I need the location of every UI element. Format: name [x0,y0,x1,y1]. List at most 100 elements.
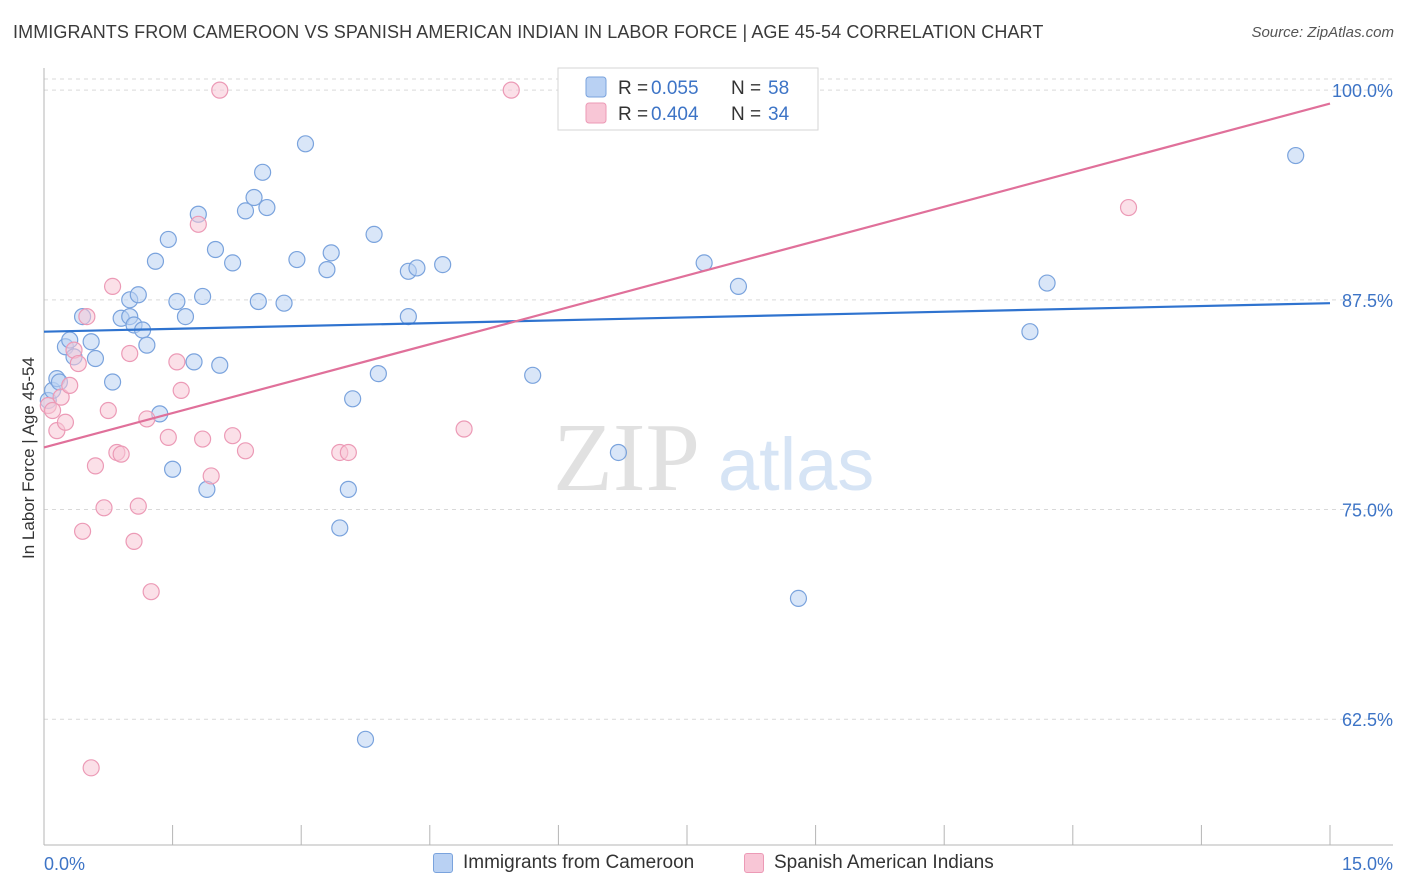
point-cameroon [194,287,212,306]
point-cameroon [258,198,276,217]
point-cameroon [211,356,229,374]
y-tick-labels: 62.5% 75.0% 87.5% 100.0% [1332,81,1393,730]
point-cameroon [365,225,383,243]
point-spanish-american-indians [142,583,160,601]
point-cameroon [331,519,349,537]
point-cameroon [1021,323,1039,341]
point-spanish-american-indians [56,413,75,431]
point-spanish-american-indians [125,532,143,550]
point-spanish-american-indians [95,499,113,517]
point-cameroon [206,240,225,259]
point-spanish-american-indians [112,445,130,463]
chart-title: IMMIGRANTS FROM CAMEROON VS SPANISH AMER… [13,22,1044,42]
point-spanish-american-indians [194,430,212,448]
point-cameroon [369,365,387,383]
bottom-legend-label-spanish-american-indians: Spanish American Indians [774,852,994,873]
point-spanish-american-indians [211,81,229,99]
point-cameroon [296,135,315,153]
point-cameroon [408,259,426,277]
point-spanish-american-indians [236,442,255,460]
point-cameroon [224,254,242,272]
point-cameroon [434,255,452,274]
point-spanish-american-indians [78,307,96,326]
legend-r-label-spanish-american-indians: R = [618,104,653,125]
grid-lines [44,78,1394,720]
trend-lines [43,102,1331,449]
legend-r-label-cameroon: R = [618,78,653,99]
point-spanish-american-indians [455,420,473,438]
point-spanish-american-indians [129,497,147,515]
point-spanish-american-indians [86,457,105,475]
legend-r-value-spanish-american-indians: 0.404 [651,104,699,125]
point-spanish-american-indians [168,353,186,371]
point-cameroon [288,250,306,269]
point-spanish-american-indians [61,376,79,394]
point-cameroon [318,261,336,279]
point-spanish-american-indians [502,81,520,99]
x-tick-label: 15.0% [1342,854,1393,874]
point-cameroon [729,277,748,295]
scatter-points [39,81,1305,777]
point-cameroon [399,307,417,326]
point-spanish-american-indians [99,401,117,420]
y-tick-label: 87.5% [1342,291,1393,311]
bottom-legend-swatch-cameroon [433,853,453,873]
legend-n-value-cameroon: 58 [768,78,789,99]
point-spanish-american-indians [69,354,87,373]
bottom-legend: Immigrants from Cameroon Spanish America… [0,852,1406,878]
x-tick-labels: 0.0% 15.0% [44,854,1393,874]
point-cameroon [168,292,186,311]
y-axis-title: In Labor Force | Age 45-54 [19,357,38,559]
point-spanish-american-indians [172,381,190,400]
watermark-atlas: atlas [718,423,874,506]
point-spanish-american-indians [189,215,207,233]
point-cameroon [138,336,156,354]
trend-line-spanish-american-indians [43,102,1331,449]
point-cameroon [176,307,195,326]
point-spanish-american-indians [73,522,92,540]
bottom-legend-item-spanish-american-indians: Spanish American Indians [744,852,994,874]
legend-swatch-spanish-american-indians [585,102,607,124]
bottom-legend-label-cameroon: Immigrants from Cameroon [463,852,695,873]
point-cameroon [275,294,293,312]
point-spanish-american-indians [121,344,139,363]
point-cameroon [344,390,362,408]
point-spanish-american-indians [224,427,242,445]
watermark-zip: ZIP [553,404,700,512]
trend-line-cameroon [43,302,1331,333]
legend-n-value-spanish-american-indians: 34 [768,104,790,125]
point-cameroon [82,333,100,351]
point-cameroon [185,353,203,371]
point-cameroon [339,480,357,498]
point-spanish-american-indians [339,443,357,462]
x-tick-label: 0.0% [44,854,85,874]
point-spanish-american-indians [1119,198,1138,217]
source-label: Source: ZipAtlas.com [1251,24,1394,41]
top-legend: R = 0.055 N = 58 R = 0.404 N = 34 [557,67,819,131]
bottom-legend-swatch-spanish-american-indians [744,853,764,873]
legend-swatch-cameroon [585,76,607,98]
point-spanish-american-indians [82,759,100,777]
point-cameroon [245,188,263,207]
y-tick-label: 62.5% [1342,710,1393,730]
point-cameroon [524,366,542,384]
point-cameroon [254,163,272,181]
point-cameroon [86,349,105,368]
y-tick-label: 75.0% [1342,501,1393,521]
point-cameroon [103,373,122,391]
y-tick-label: 100.0% [1332,81,1393,101]
point-spanish-american-indians [202,467,220,485]
point-cameroon [609,443,628,462]
point-spanish-american-indians [103,277,122,295]
bottom-legend-item-cameroon: Immigrants from Cameroon [433,852,694,874]
legend-n-label-cameroon: N = [731,78,766,99]
legend-n-label-spanish-american-indians: N = [731,104,766,125]
point-cameroon [146,252,165,270]
point-cameroon [164,460,182,478]
point-spanish-american-indians [52,388,70,406]
point-cameroon [236,202,255,220]
point-cameroon [789,589,808,608]
legend-r-value-cameroon: 0.055 [651,78,699,99]
axes [43,68,1393,846]
